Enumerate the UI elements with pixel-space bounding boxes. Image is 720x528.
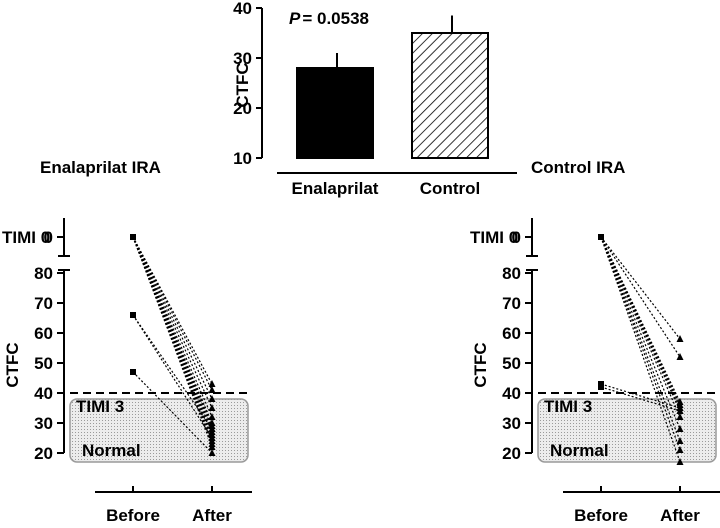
after-marker (676, 425, 684, 432)
patient-line (132, 371, 213, 454)
bar-chart-bars (296, 15, 489, 159)
patient-line (600, 236, 681, 451)
x-tick-label: Before (106, 506, 160, 525)
patient-line (600, 236, 681, 340)
y-tick-label: 30 (34, 414, 53, 433)
y-tick-label: 80 (502, 264, 521, 283)
patient-line (132, 236, 213, 430)
y-axis-label: CTFC (471, 342, 490, 387)
after-marker (676, 407, 684, 414)
timi0-tick-label: 0 (512, 228, 521, 247)
after-marker (676, 446, 684, 453)
control-panel-title: Control IRA (531, 158, 625, 177)
x-tick-label: After (660, 506, 700, 525)
after-marker (208, 404, 216, 411)
enalaprilat-panel-title: Enalaprilat IRA (40, 158, 161, 177)
normal-label: Normal (550, 441, 609, 460)
y-tick-label: 60 (502, 324, 521, 343)
patient-line (132, 236, 213, 400)
patient-line (600, 236, 681, 409)
patient-line (132, 236, 213, 436)
patient-line (600, 386, 681, 412)
timi0-label: TIMI 0 (470, 228, 518, 247)
p-value-symbol: P (289, 9, 301, 28)
patient-line (600, 236, 681, 403)
after-marker (676, 437, 684, 444)
after-marker (208, 386, 216, 393)
enalaprilat-panel: Enalaprilat IRA Normal203040506070800TIM… (2, 158, 252, 525)
p-value-text: = 0.0538 (302, 9, 369, 28)
after-marker (208, 443, 216, 450)
after-marker (676, 353, 684, 360)
normal-range-region (537, 398, 717, 463)
y-tick-label: 60 (34, 324, 53, 343)
bar-x-label: Enalaprilat (292, 179, 379, 198)
y-tick-label: 40 (34, 384, 53, 403)
bar-chart-ylabel: CTFC (233, 62, 252, 107)
bar-control (411, 32, 489, 159)
patient-line (132, 314, 213, 430)
timi0-tick-label: 0 (44, 228, 53, 247)
timi3-label: TIMI 3 (544, 397, 592, 416)
patient-line (600, 236, 681, 418)
patient-line (600, 383, 681, 409)
y-tick-label: 30 (502, 414, 521, 433)
y-tick-label: 70 (502, 294, 521, 313)
bar-y-tick-label: 10 (233, 149, 252, 168)
x-tick-label: Before (574, 506, 628, 525)
x-tick-label: After (192, 506, 232, 525)
bar-y-tick-label: 30 (233, 49, 252, 68)
y-tick-label: 70 (34, 294, 53, 313)
bar-enalaprilat (296, 67, 374, 159)
patient-line (132, 236, 213, 391)
bar-y-tick-label: 40 (233, 0, 252, 18)
after-marker (208, 395, 216, 402)
normal-label: Normal (82, 441, 141, 460)
timi0-label: TIMI 0 (2, 228, 50, 247)
bar-y-tick-label: 20 (233, 99, 252, 118)
y-tick-label: 20 (34, 444, 53, 463)
bar-chart-x-labels: Enalaprilat Control (292, 179, 481, 198)
patient-line (132, 236, 213, 448)
bar-chart: CTFC 10 20 30 40 Enalaprilat Control P = 0.05… (233, 0, 517, 198)
y-tick-label: 20 (502, 444, 521, 463)
y-tick-label: 80 (34, 264, 53, 283)
p-value-annotation: P = 0.0538 (289, 9, 369, 28)
timi3-label: TIMI 3 (76, 397, 124, 416)
after-marker (208, 380, 216, 387)
patient-line (600, 236, 681, 430)
bar-x-label: Control (420, 179, 480, 198)
y-tick-label: 50 (502, 354, 521, 373)
patient-line (600, 236, 681, 406)
y-tick-label: 40 (502, 384, 521, 403)
patient-line (132, 314, 213, 439)
y-axis-label: CTFC (3, 342, 22, 387)
bar-chart-y-axis: 10 20 30 40 (233, 0, 263, 168)
y-tick-label: 50 (34, 354, 53, 373)
patient-line (132, 236, 213, 409)
